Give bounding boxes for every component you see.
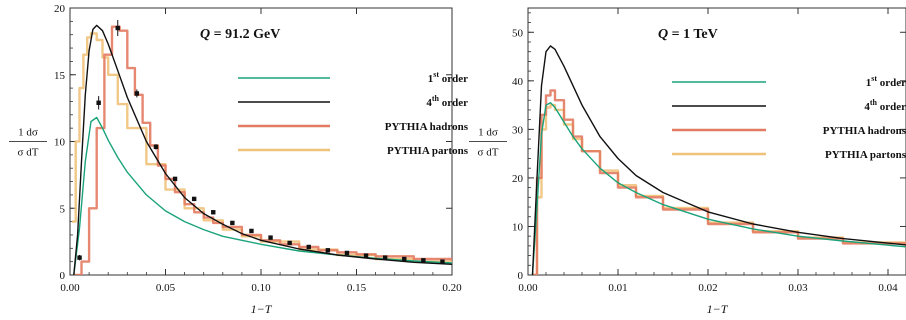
data-point xyxy=(96,100,101,105)
legend-label-superscript: th xyxy=(432,94,440,103)
data-point xyxy=(344,250,350,256)
panel-title-variable: Q xyxy=(200,27,210,42)
plot-frame xyxy=(527,7,906,276)
data-point xyxy=(287,240,292,246)
series-line-1st-order xyxy=(73,116,452,275)
y-axis-title-denominator: σ dT xyxy=(18,147,39,159)
x-tick-label: 0.15 xyxy=(347,282,367,294)
legend-label: 1st order xyxy=(428,70,468,85)
legend-label: PYTHIA hadrons xyxy=(823,125,906,137)
y-tick-label: 40 xyxy=(512,76,524,88)
legend-label: 4th order xyxy=(426,94,468,109)
panel-title-rest: = 1 TeV xyxy=(668,27,718,42)
legend-label: PYTHIA partons xyxy=(825,149,906,161)
y-tick-label: 15 xyxy=(54,70,66,82)
panel-title-variable: Q xyxy=(658,27,668,42)
data-point xyxy=(268,235,273,240)
x-axis-title: 1−T xyxy=(707,302,729,316)
y-tick-label: 0 xyxy=(518,270,524,282)
y-axis-title-denominator: σ dT xyxy=(478,147,499,159)
y-axis-title-numerator: 1 dσ xyxy=(478,127,498,139)
y-tick-label: 0 xyxy=(60,270,66,282)
x-tick-label: 0.10 xyxy=(251,282,271,294)
legend-label-number: 4 xyxy=(426,97,432,109)
data-point xyxy=(306,244,311,250)
x-tick-label: 0.20 xyxy=(442,282,462,294)
legend-label-superscript: st xyxy=(433,70,439,79)
panel-title: Q = 91.2 GeV xyxy=(200,27,280,42)
x-tick-label: 0.03 xyxy=(788,282,808,294)
panel-title: Q = 1 TeV xyxy=(658,27,718,42)
data-point xyxy=(402,256,407,262)
data-point xyxy=(115,25,120,31)
data-point xyxy=(382,255,388,260)
y-axis-title-numerator: 1 dσ xyxy=(18,127,38,139)
data-point xyxy=(134,91,140,96)
x-tick-label: 0.00 xyxy=(518,282,538,294)
x-tick-label: 0.01 xyxy=(608,282,627,294)
legend-label-rest: order xyxy=(439,97,468,109)
data-point xyxy=(440,259,445,264)
series-line-pythia-hadrons xyxy=(73,25,452,275)
legend-label-superscript: st xyxy=(871,74,877,83)
legend-label-rest: order xyxy=(877,101,906,113)
x-tick-label: 0.05 xyxy=(156,282,176,294)
data-point xyxy=(172,176,178,182)
legend-label-superscript: th xyxy=(870,98,878,107)
legend-label: PYTHIA hadrons xyxy=(385,121,469,133)
y-tick-label: 20 xyxy=(512,173,524,185)
y-tick-label: 10 xyxy=(54,137,66,149)
y-tick-label: 50 xyxy=(512,27,524,39)
legend-label-number: 1 xyxy=(428,73,434,85)
chart-panel-q91: 0.00 0.05 0.10 0.15 0.20 0 5 10 15 20 1−T 1 dσ σ dT Q… xyxy=(9,3,469,316)
x-axis-title: 1−T xyxy=(251,302,273,316)
series-line-pythia-hadrons xyxy=(532,89,906,275)
data-point xyxy=(153,144,159,150)
y-tick-label: 5 xyxy=(60,203,66,215)
y-tick-label: 20 xyxy=(54,3,66,15)
data-point xyxy=(363,253,369,258)
legend-label: 1st order xyxy=(866,74,906,89)
data-point xyxy=(211,210,216,215)
legend-label: PYTHIA partons xyxy=(387,145,469,157)
legend-label-number: 4 xyxy=(864,101,870,113)
legend-label: 4th order xyxy=(864,98,906,113)
series-line-4th-order xyxy=(73,24,452,275)
series-line-1st-order xyxy=(531,102,906,275)
data-point xyxy=(249,228,254,234)
data-point xyxy=(421,258,426,263)
data-point xyxy=(325,248,331,253)
x-tick-label: 0.02 xyxy=(698,282,717,294)
panel-title-rest: = 91.2 GeV xyxy=(210,27,280,42)
legend-label-rest: order xyxy=(877,77,906,89)
data-point xyxy=(191,196,197,202)
y-tick-label: 10 xyxy=(512,221,524,233)
legend-label-rest: order xyxy=(439,73,468,85)
y-tick-label: 30 xyxy=(512,124,524,136)
legend-label-number: 1 xyxy=(866,77,872,89)
data-point xyxy=(77,255,82,260)
x-tick-label: 0.04 xyxy=(878,282,898,294)
data-point xyxy=(230,220,235,226)
chart-panel-q1tev: 0.00 0.01 0.02 0.03 0.04 0 10 20 30 40 50 1−T 1 dσ σ … xyxy=(469,7,906,316)
series-line-4th-order xyxy=(531,45,906,275)
x-tick-label: 0.00 xyxy=(60,282,80,294)
